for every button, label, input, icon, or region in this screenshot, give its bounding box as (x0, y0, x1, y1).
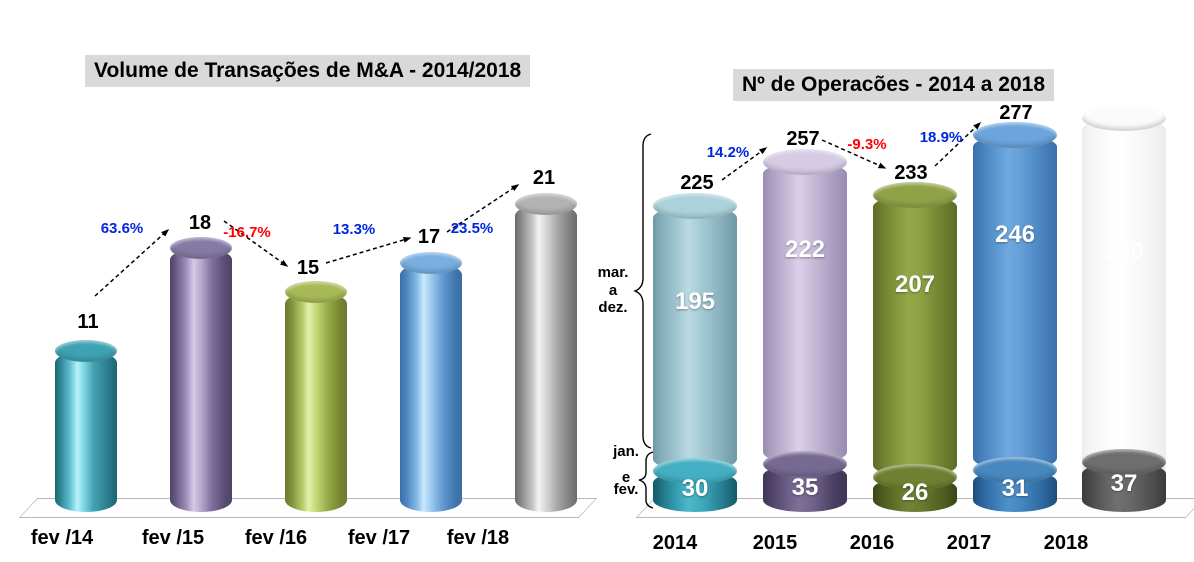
x-label-2017: 2017 (946, 532, 992, 554)
pct-ops-2014-2015: 14.2% (706, 144, 750, 161)
value-label-fev18: 21 (532, 167, 556, 189)
arrow-fev16-fev17 (325, 236, 412, 264)
jan-fev-label-2015: 35 (791, 474, 819, 501)
bracket-jan-line3: fev. (613, 481, 639, 498)
x-label-fev17: fev /17 (347, 527, 411, 549)
bar-fev17-cap (400, 252, 462, 274)
jan-fev-label-2016: 26 (901, 479, 929, 506)
arrow-fev14-fev15 (94, 228, 170, 297)
segment-2016-jan-fev-cap (873, 464, 957, 490)
bar-fev16 (285, 281, 347, 512)
segment-2014-mar-dez-cap (653, 193, 737, 219)
bracket-jan-line1: jan. (613, 443, 639, 460)
segment-2016-mar-dez (873, 182, 957, 477)
mar-dez-label-2017: 246 (994, 221, 1036, 248)
mar-dez-label-2016: 207 (894, 271, 936, 298)
x-label-2016: 2016 (849, 532, 895, 554)
bracket-mar-line1: mar. (597, 264, 629, 281)
segment-2017-mar-dez (973, 122, 1057, 470)
segment-2014-jan-fev (653, 458, 737, 512)
x-label-fev18: fev /18 (446, 527, 510, 549)
value-label-fev17: 17 (417, 226, 441, 248)
segment-2015-mar-dez (763, 149, 847, 464)
segment-2014-mar-dez (653, 193, 737, 471)
x-label-fev14: fev /14 (30, 527, 94, 549)
x-label-2015: 2015 (752, 532, 798, 554)
x-label-2014: 2014 (652, 532, 698, 554)
mar-dez-label-2018-ghost: 250 (1103, 238, 1145, 265)
jan-fev-label-2017: 31 (1001, 475, 1029, 502)
bar-fev18 (515, 193, 577, 512)
segment-2018-jan-fev (1082, 449, 1166, 512)
bracket-jan-line2: e (621, 469, 631, 486)
bar-fev18-cap (515, 193, 577, 215)
pct-ops-2016-2017: 18.9% (919, 129, 963, 146)
value-label-fev14: 11 (77, 311, 99, 333)
bar-fev15 (170, 237, 232, 512)
pct-change-2017-2018: 23.5% (450, 220, 494, 237)
bar-fev15-cap (170, 237, 232, 259)
x-label-2018: 2018 (1043, 532, 1089, 554)
segment-2015-jan-fev (763, 451, 847, 512)
segment-2015-mar-dez-body (763, 162, 847, 464)
left-chart-title: Volume de Transações de M&A - 2014/2018 (85, 55, 531, 87)
total-label-2015: 257 (786, 128, 820, 150)
segment-2014-jan-fev-cap (653, 458, 737, 484)
bar-fev17-body (400, 263, 462, 512)
total-label-2017: 277 (999, 102, 1033, 124)
value-label-fev15: 18 (188, 212, 212, 234)
pct-ops-2015-2016: -9.3% (847, 136, 887, 153)
jan-fev-label-2018: 37 (1110, 470, 1138, 497)
value-label-fev16: 15 (296, 257, 320, 279)
segment-2017-jan-fev (973, 457, 1057, 512)
bracket-mar-line2: a (608, 282, 618, 299)
bar-fev16-cap (285, 281, 347, 303)
x-label-fev15: fev /15 (141, 527, 205, 549)
segment-2017-mar-dez-cap (973, 122, 1057, 148)
segment-2016-mar-dez-body (873, 195, 957, 477)
segment-2015-jan-fev-cap (763, 451, 847, 477)
brace-mar-dez (633, 133, 652, 449)
mar-dez-label-2014: 195 (674, 288, 716, 315)
mar-dez-label-2015: 222 (784, 236, 826, 263)
bar-fev14 (55, 340, 117, 512)
segment-2016-jan-fev (873, 464, 957, 512)
x-label-fev16: fev /16 (244, 527, 308, 549)
bar-fev18-body (515, 204, 577, 512)
total-label-2016: 233 (894, 162, 928, 184)
bar-fev14-cap (55, 340, 117, 362)
bar-fev16-body (285, 292, 347, 512)
pct-change-2016-2017: 13.3% (332, 221, 376, 238)
segment-2018-projection-body (1082, 118, 1166, 512)
segment-2017-jan-fev-cap (973, 457, 1057, 483)
segment-2018-jan-fev-cap (1082, 449, 1166, 475)
right-chart-title: Nº de Operacões - 2014 a 2018 (733, 69, 1055, 101)
pct-change-2015-2016: -16.7% (223, 224, 271, 241)
segment-2018-projection-ghost (1082, 105, 1166, 512)
segment-2018-projection-cap (1082, 105, 1166, 131)
segment-2014-mar-dez-body (653, 206, 737, 471)
bar-fev17 (400, 252, 462, 512)
total-label-2014: 225 (680, 172, 714, 194)
segment-2017-mar-dez-body (973, 135, 1057, 470)
pct-change-2014-2015: 63.6% (100, 220, 144, 237)
bar-fev14-body (55, 351, 117, 512)
bar-fev15-body (170, 248, 232, 512)
jan-fev-label-2014: 30 (681, 475, 709, 502)
bracket-mar-line3: dez. (598, 299, 628, 316)
segment-2016-mar-dez-cap (873, 182, 957, 208)
